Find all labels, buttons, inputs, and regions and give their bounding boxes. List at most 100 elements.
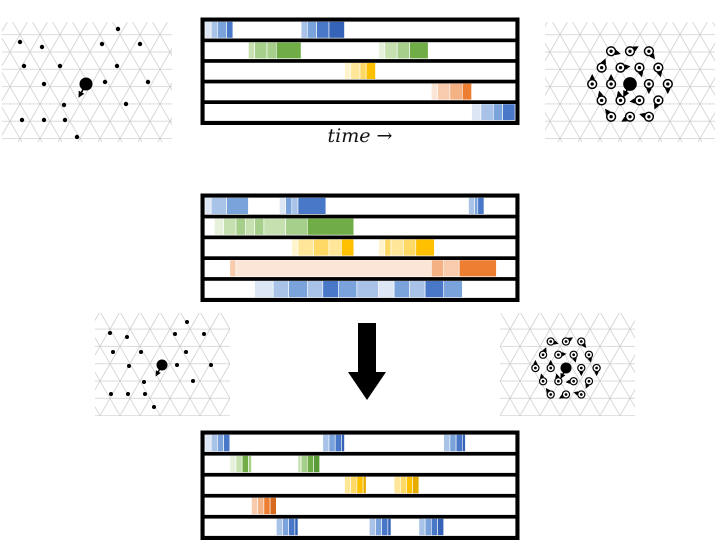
- sparse-dot-pattern-icon: [108, 320, 213, 409]
- activity-segment: [210, 21, 218, 39]
- activity-segment: [254, 280, 274, 298]
- activity-segment: [257, 497, 265, 515]
- activity-segment: [266, 41, 277, 59]
- activity-segment: [282, 518, 289, 536]
- activity-segment: [316, 21, 330, 39]
- activity-segment: [350, 476, 358, 494]
- activity-segment: [291, 197, 299, 215]
- activity-segment: [430, 518, 438, 536]
- activity-segment: [285, 197, 293, 215]
- activity-segment: [272, 280, 290, 298]
- activity-segment: [492, 103, 503, 121]
- activity-segment: [223, 218, 237, 236]
- activity-segment: [344, 476, 351, 494]
- activity-segment: [275, 41, 302, 59]
- timeline-row: [202, 237, 518, 259]
- activity-segment: [406, 476, 413, 494]
- activity-segment: [300, 21, 308, 39]
- activity-segment: [443, 434, 451, 452]
- activity-segment: [275, 518, 283, 536]
- bottom-timeline: [200, 430, 520, 540]
- activity-segment: [415, 238, 435, 257]
- activity-segment: [328, 434, 336, 452]
- row-border: [202, 432, 518, 455]
- activity-segment: [248, 455, 252, 473]
- activity-segment: [474, 197, 479, 215]
- timeline-row: [202, 257, 518, 280]
- activity-segment: [378, 41, 386, 59]
- panel-border: [200, 193, 520, 302]
- activity-segment: [384, 238, 392, 257]
- activity-segment: [210, 434, 218, 452]
- activity-segment: [288, 280, 308, 298]
- activity-segment: [248, 41, 255, 59]
- activity-segment: [449, 434, 457, 452]
- activity-segment: [204, 434, 212, 452]
- activity-segment: [387, 518, 392, 536]
- activity-segment: [291, 238, 299, 257]
- activity-segment: [356, 476, 364, 494]
- activity-segment: [306, 280, 324, 298]
- activity-segment: [480, 103, 494, 121]
- activity-segment: [393, 476, 401, 494]
- activity-segment: [297, 238, 314, 257]
- activity-segment: [300, 455, 308, 473]
- activity-segment: [418, 518, 426, 536]
- panel-border: [200, 17, 520, 125]
- activity-segment: [455, 434, 463, 452]
- sparse-dot-pattern-icon: [17, 26, 151, 140]
- activity-segment: [443, 280, 463, 298]
- panel-border: [200, 430, 520, 540]
- timeline-row: [202, 101, 518, 124]
- activity-segment: [437, 518, 444, 536]
- activity-segment: [226, 21, 234, 39]
- top-timeline: [200, 17, 520, 125]
- activity-segment: [344, 62, 351, 80]
- timeline-row: [202, 19, 518, 41]
- activity-segment: [409, 41, 429, 59]
- activity-segment: [368, 518, 376, 536]
- activity-segment: [294, 518, 299, 536]
- timeline-row: [202, 60, 518, 82]
- activity-segment: [334, 434, 342, 452]
- timeline-row: [202, 195, 518, 217]
- activity-segment: [297, 197, 327, 215]
- row-border: [202, 495, 518, 518]
- middle-timeline: [200, 193, 520, 302]
- activity-segment: [399, 476, 407, 494]
- activity-segment: [263, 497, 271, 515]
- activity-segment: [337, 280, 358, 298]
- activity-segment: [403, 238, 417, 257]
- activity-segment: [375, 518, 382, 536]
- activity-segment: [393, 280, 410, 298]
- activity-segment: [254, 41, 268, 59]
- activity-segment: [322, 280, 339, 298]
- row-border: [202, 19, 518, 41]
- activity-segment: [204, 21, 212, 39]
- activity-segment: [269, 497, 277, 515]
- activity-segment: [306, 218, 355, 236]
- activity-segment: [458, 259, 497, 277]
- activity-segment: [449, 83, 463, 101]
- activity-segment: [285, 218, 308, 236]
- activity-segment: [341, 434, 345, 452]
- activity-segment: [313, 455, 320, 473]
- row-border: [202, 101, 518, 124]
- activity-segment: [328, 21, 345, 39]
- activity-segment: [322, 434, 330, 452]
- timeline-row: [202, 278, 518, 301]
- activity-segment: [430, 83, 438, 101]
- activity-segment: [328, 238, 342, 257]
- activity-segment: [461, 83, 472, 101]
- down-arrow-icon: [348, 323, 386, 400]
- activity-segment: [214, 218, 224, 236]
- activity-segment: [223, 434, 231, 452]
- activity-segment: [362, 476, 367, 494]
- activity-segment: [378, 280, 395, 298]
- activity-segment: [412, 476, 420, 494]
- activity-segment: [263, 218, 286, 236]
- activity-segment: [217, 434, 224, 452]
- activity-segment: [365, 62, 376, 80]
- activity-segment: [229, 259, 237, 277]
